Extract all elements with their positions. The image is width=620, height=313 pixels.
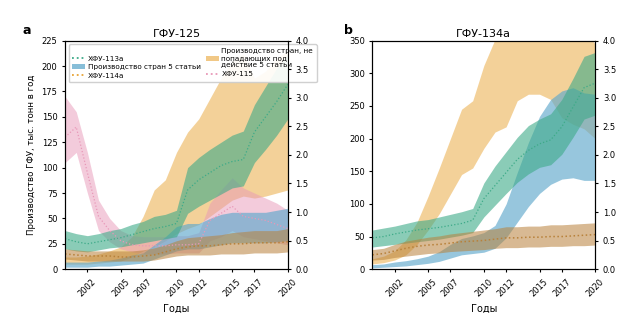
X-axis label: Годы: Годы: [471, 304, 497, 313]
Legend: ХФУ-113а, Производство стран 5 статьи, ХФУ-114а, Производство стран, не
попадающ: ХФУ-113а, Производство стран 5 статьи, Х…: [69, 44, 317, 83]
X-axis label: Годы: Годы: [163, 304, 190, 313]
Title: ГФУ-134а: ГФУ-134а: [456, 28, 512, 38]
Text: a: a: [23, 24, 31, 37]
Text: b: b: [343, 24, 352, 37]
Y-axis label: Производство ГФУ, тыс. тонн в год: Производство ГФУ, тыс. тонн в год: [27, 75, 36, 235]
Title: ГФУ-125: ГФУ-125: [153, 28, 200, 38]
